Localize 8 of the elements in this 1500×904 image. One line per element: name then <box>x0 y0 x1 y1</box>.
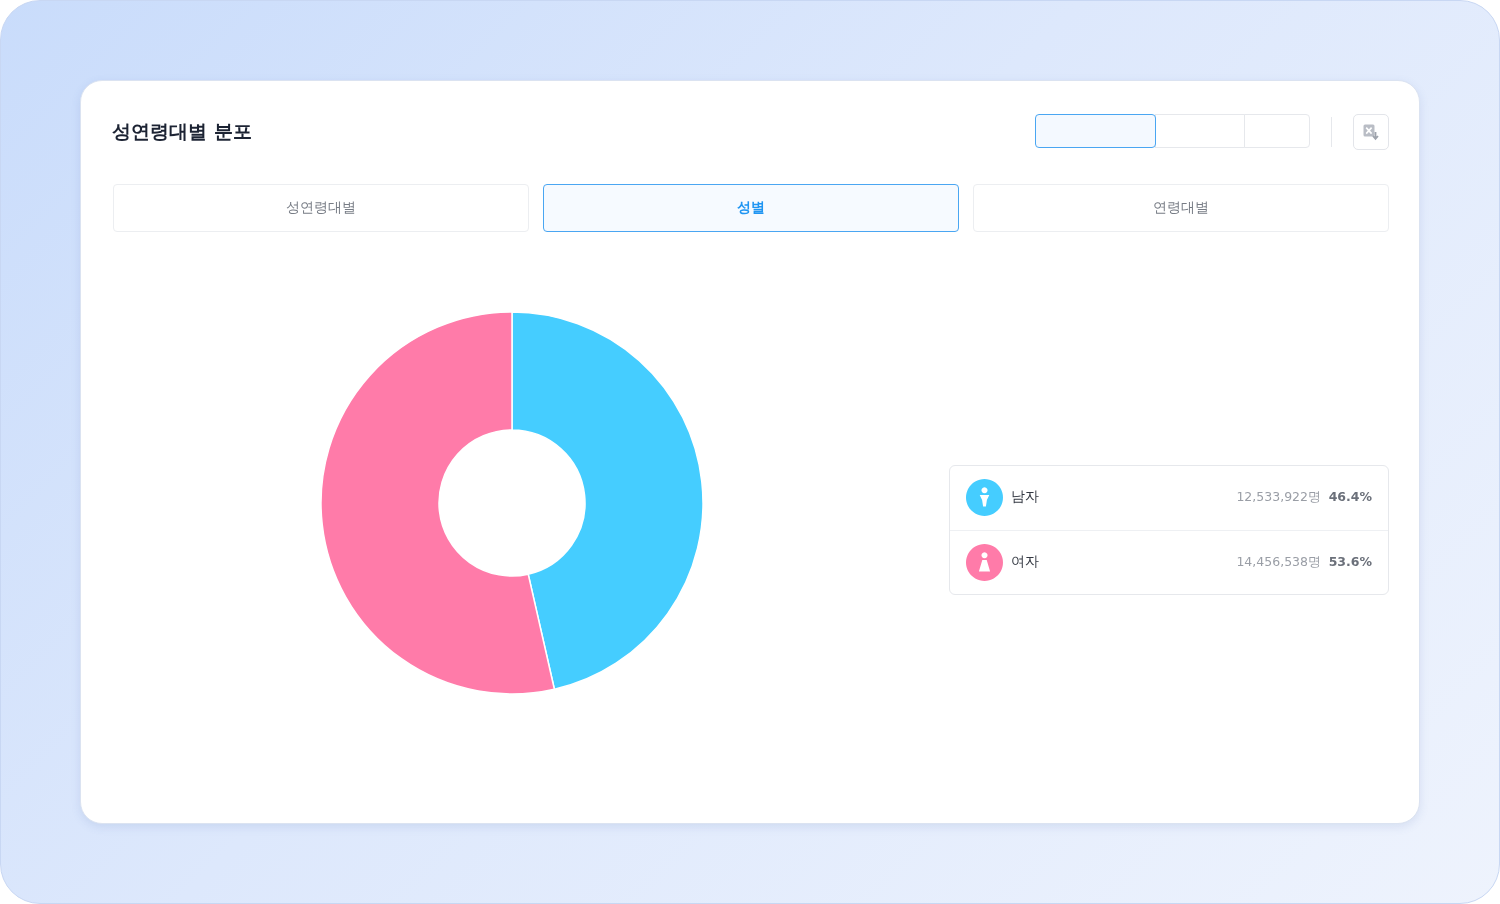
tab-button: 성별 <box>543 184 959 232</box>
data-label: 12,533,922명 46.4% <box>1236 489 1372 505</box>
tab-button: 성연령대별 <box>113 184 529 232</box>
chart-title: 성연령대별 분포 <box>112 119 252 144</box>
legend-label: 남자 <box>1011 487 1039 505</box>
legend-label: 여자 <box>1011 552 1039 570</box>
data-label: 14,456,538명 53.6% <box>1236 554 1372 570</box>
tab-button: 연령대별 <box>973 184 1389 232</box>
